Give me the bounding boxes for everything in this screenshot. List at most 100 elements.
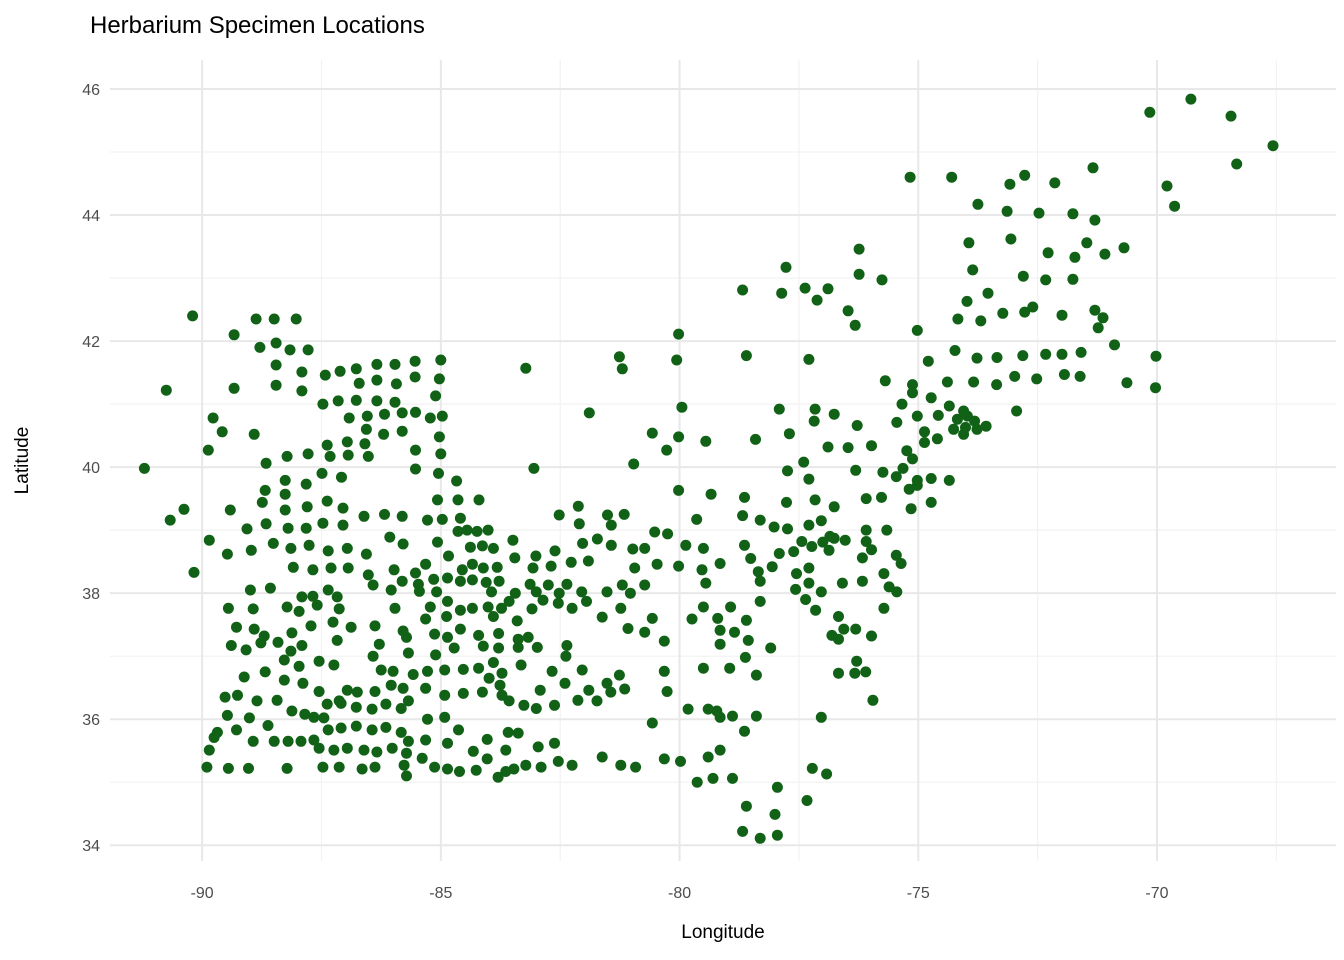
data-point	[356, 763, 368, 775]
y-tick-label: 40	[82, 460, 100, 477]
data-point	[396, 425, 408, 437]
data-point	[697, 601, 709, 613]
data-point	[878, 602, 890, 614]
data-point	[454, 766, 465, 777]
data-point	[389, 602, 401, 614]
data-point	[828, 501, 840, 513]
data-point	[389, 358, 401, 370]
data-point	[773, 403, 785, 415]
data-point	[409, 371, 421, 383]
data-point	[1121, 377, 1133, 389]
data-point	[420, 682, 432, 694]
data-point	[201, 761, 213, 773]
data-point	[1001, 205, 1013, 217]
data-point	[822, 283, 834, 295]
data-point	[618, 508, 630, 520]
data-point	[313, 655, 325, 667]
data-point	[925, 496, 937, 508]
data-point	[240, 644, 252, 656]
data-point	[337, 519, 349, 531]
data-point	[331, 634, 343, 646]
x-tick-label: -85	[429, 885, 452, 902]
data-point	[639, 626, 651, 638]
data-point	[322, 724, 334, 736]
data-point	[549, 545, 561, 557]
x-tick-label: -80	[668, 885, 691, 902]
data-point	[290, 313, 302, 325]
data-point	[982, 287, 994, 299]
data-point	[627, 543, 639, 555]
data-point	[313, 742, 325, 754]
data-point	[639, 579, 651, 591]
data-point	[245, 544, 257, 556]
data-point	[302, 448, 314, 460]
data-point	[605, 519, 617, 531]
data-point	[503, 595, 515, 607]
data-point	[628, 458, 640, 470]
data-point	[782, 523, 793, 535]
data-point	[307, 590, 319, 602]
data-point	[322, 545, 334, 557]
data-point	[808, 415, 820, 427]
data-point	[439, 689, 451, 701]
data-point	[646, 612, 658, 624]
data-point	[262, 720, 274, 731]
data-point	[576, 664, 588, 676]
data-point	[582, 555, 594, 567]
data-point	[279, 474, 291, 486]
data-point	[907, 387, 918, 399]
data-point	[428, 573, 440, 585]
data-point	[481, 753, 493, 765]
data-point	[396, 575, 408, 587]
data-point	[396, 407, 408, 419]
data-point	[809, 494, 821, 506]
data-point	[1089, 304, 1101, 316]
data-point	[345, 621, 357, 633]
data-point	[341, 684, 353, 696]
data-point	[765, 642, 777, 654]
data-point	[442, 763, 453, 775]
data-point	[725, 601, 737, 613]
data-point	[221, 709, 233, 721]
data-point	[259, 484, 271, 496]
data-point	[553, 509, 565, 521]
data-point	[371, 374, 383, 386]
data-point	[342, 562, 354, 574]
data-point	[442, 737, 453, 749]
data-point	[1056, 348, 1068, 360]
data-point	[509, 552, 521, 564]
data-point	[321, 439, 333, 451]
data-point	[576, 586, 588, 598]
data-point	[790, 583, 802, 595]
data-point	[225, 640, 237, 651]
data-point	[662, 528, 674, 540]
data-point	[451, 475, 463, 487]
data-point	[714, 624, 726, 636]
data-point	[457, 687, 469, 699]
data-point	[416, 752, 428, 764]
data-point	[471, 525, 483, 537]
data-point	[613, 351, 625, 363]
x-tick-label: -75	[907, 885, 930, 902]
y-axis-title: Latitude	[12, 427, 33, 495]
data-point	[297, 677, 309, 689]
data-point	[366, 724, 378, 736]
data-point	[630, 761, 642, 773]
y-tick-label: 36	[82, 712, 100, 729]
data-point	[771, 829, 783, 841]
data-point	[958, 428, 970, 440]
data-point	[801, 795, 813, 806]
data-point	[1185, 93, 1197, 105]
data-point	[1099, 248, 1111, 260]
data-point	[487, 611, 499, 622]
y-tick-label: 46	[82, 82, 100, 99]
data-point	[727, 710, 738, 722]
data-point	[461, 524, 473, 536]
data-point	[318, 712, 330, 724]
data-point	[943, 400, 955, 412]
data-point	[532, 741, 544, 753]
data-point	[881, 524, 893, 536]
data-point	[336, 471, 347, 483]
data-point	[473, 494, 485, 506]
